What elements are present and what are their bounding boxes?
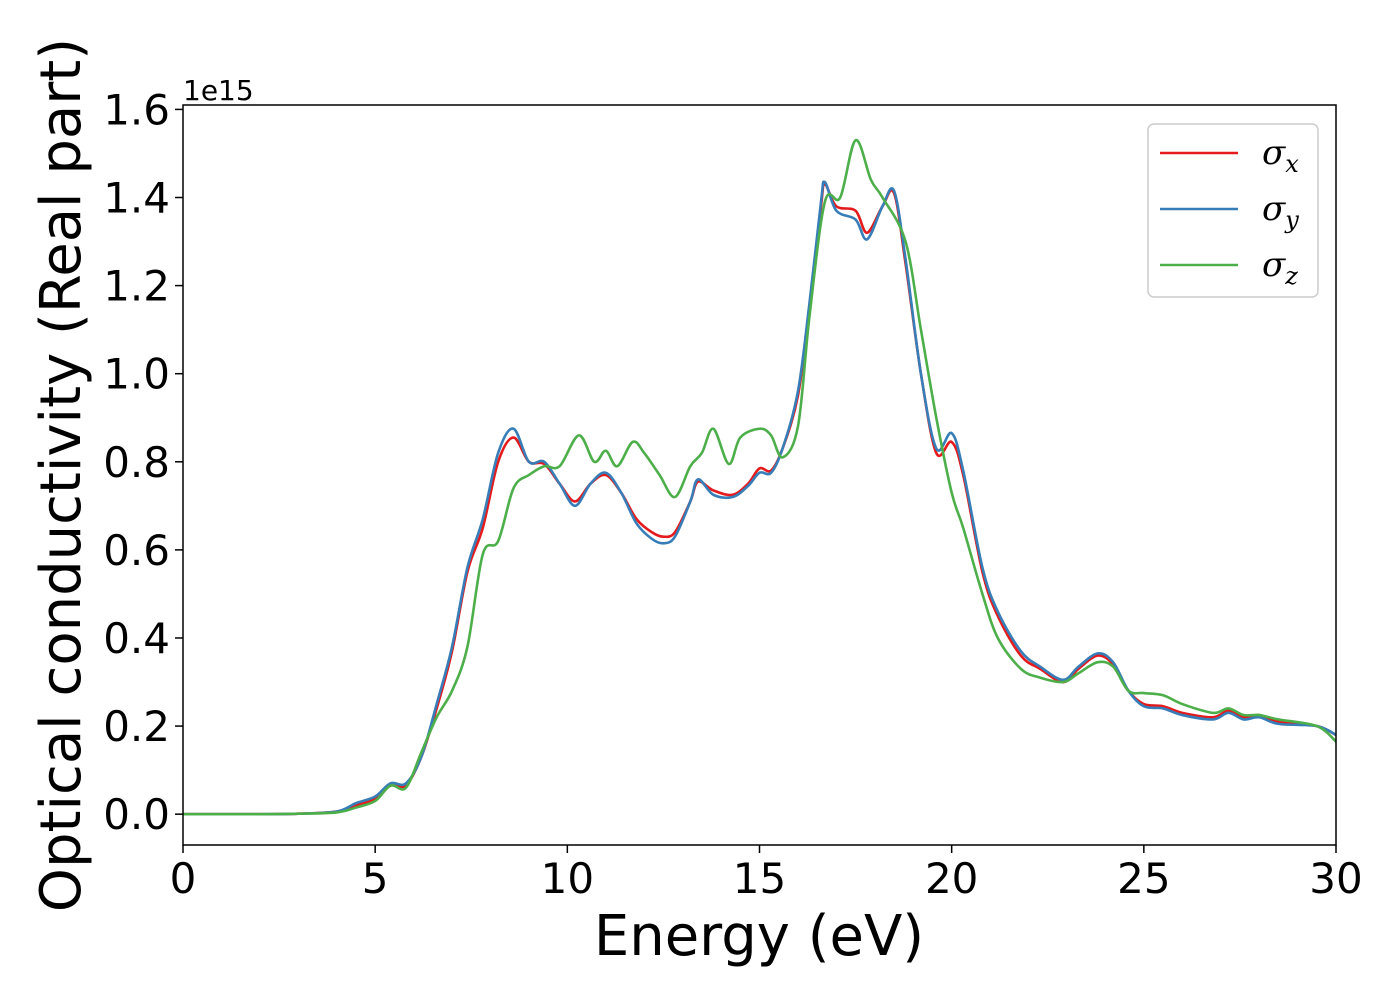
- x-tick-label: 20: [925, 854, 978, 903]
- y-tick-label: 1.0: [103, 350, 170, 399]
- series-line-y: [183, 180, 1336, 816]
- y-offset-label: 1e15: [183, 74, 254, 107]
- x-tick-label: 15: [733, 854, 786, 903]
- y-tick-label: 1.4: [103, 174, 170, 223]
- y-tick-label: 0.2: [103, 702, 170, 751]
- x-tick-label: 10: [541, 854, 594, 903]
- x-tick-label: 25: [1117, 854, 1170, 903]
- series-line-z: [183, 138, 1336, 816]
- x-tick-label: 0: [170, 854, 197, 903]
- x-tick-label: 30: [1309, 854, 1362, 903]
- y-tick-label: 1.2: [103, 262, 170, 311]
- x-axis-label: Energy (eV): [594, 904, 924, 969]
- y-axis-label: Optical conductivity (Real part): [29, 38, 94, 912]
- y-tick-label: 0.0: [103, 790, 170, 839]
- y-tick-label: 1.6: [103, 85, 170, 134]
- y-tick-label: 0.8: [103, 438, 170, 487]
- y-tick-label: 0.6: [103, 526, 170, 575]
- y-tick-label: 0.4: [103, 614, 170, 663]
- legend-box: [1147, 123, 1319, 298]
- x-tick-label: 5: [362, 854, 389, 903]
